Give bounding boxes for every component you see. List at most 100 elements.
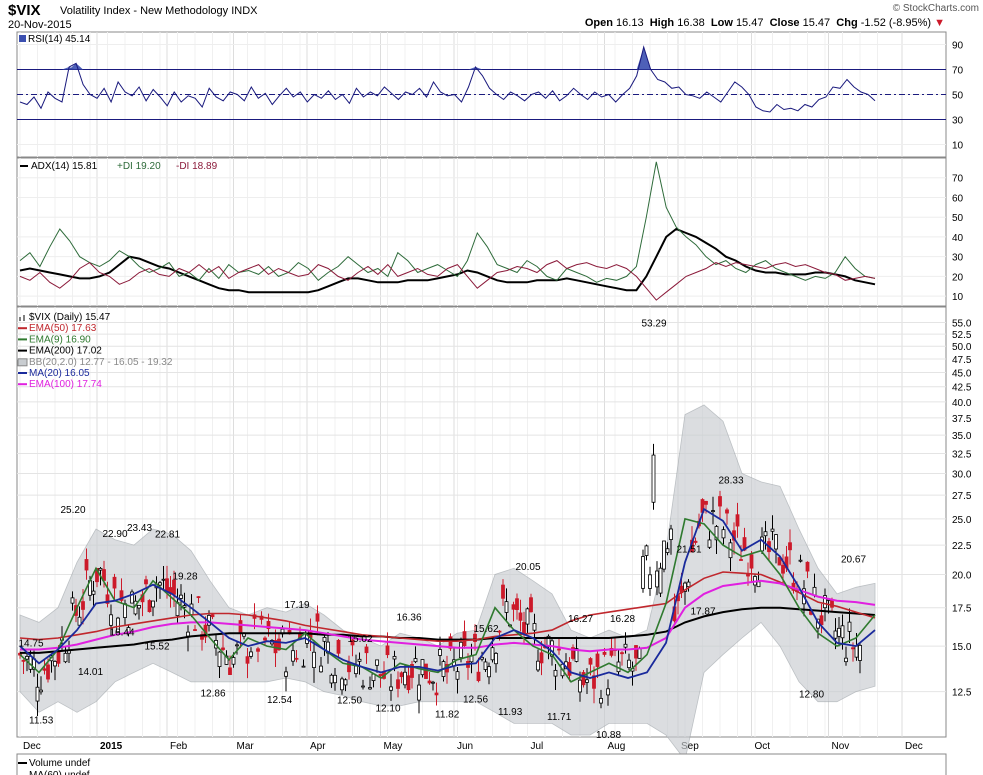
candle-body bbox=[641, 556, 645, 589]
candle-body bbox=[438, 649, 442, 656]
candle-body bbox=[91, 590, 96, 595]
candle-body bbox=[210, 614, 215, 618]
candle-body bbox=[781, 564, 785, 574]
price-candle bbox=[648, 566, 652, 596]
vix-legend: $VIX (Daily) 15.47 bbox=[29, 312, 111, 323]
candle-body bbox=[448, 636, 453, 649]
price-candle bbox=[431, 680, 435, 691]
candle-body bbox=[637, 648, 642, 659]
price-candle bbox=[361, 679, 365, 690]
candle-body bbox=[777, 557, 782, 566]
candle-body bbox=[81, 601, 85, 610]
candle-body bbox=[648, 574, 652, 589]
candle-body bbox=[144, 579, 148, 585]
candle-body bbox=[756, 581, 761, 588]
candle-body bbox=[266, 621, 271, 629]
y-tick-label: 55.0 bbox=[952, 318, 972, 329]
candle-body bbox=[427, 680, 432, 684]
price-candle bbox=[515, 593, 519, 620]
price-annotation: 12.86 bbox=[201, 688, 226, 699]
candle-body bbox=[431, 681, 435, 684]
y-tick-label: 60 bbox=[952, 193, 964, 204]
high-label: High bbox=[649, 17, 675, 29]
price-candle bbox=[665, 542, 670, 556]
price-candle bbox=[217, 651, 222, 678]
price-candle bbox=[336, 639, 341, 659]
candle-body bbox=[571, 647, 575, 659]
price-candle bbox=[410, 660, 414, 689]
x-tick-label: 2015 bbox=[100, 741, 123, 752]
adx-line bbox=[19, 227, 876, 294]
y-tick-label: 12.5 bbox=[952, 688, 972, 699]
price-annotation: 11.82 bbox=[435, 710, 460, 721]
price-candle bbox=[714, 525, 719, 554]
price-candle bbox=[413, 646, 418, 664]
rsi-overbought-fill bbox=[636, 47, 651, 70]
y-tick-label: 47.5 bbox=[952, 355, 972, 366]
candle-body bbox=[364, 646, 369, 654]
candle-body bbox=[389, 686, 393, 691]
price-candle bbox=[364, 643, 369, 664]
candle-body bbox=[424, 663, 428, 679]
price-candle bbox=[319, 657, 323, 673]
price-annotation: 11.71 bbox=[547, 712, 572, 723]
candle-body bbox=[658, 567, 663, 594]
price-candle bbox=[322, 632, 327, 656]
price-candle bbox=[525, 607, 530, 634]
price-candle bbox=[735, 502, 740, 538]
candle-body bbox=[473, 633, 477, 642]
price-candle bbox=[627, 653, 631, 671]
price-candle bbox=[256, 646, 260, 663]
candle-body bbox=[539, 652, 544, 664]
candle-body bbox=[651, 454, 656, 503]
price-candle bbox=[109, 604, 113, 637]
price-candle bbox=[858, 642, 862, 674]
rsi-legend-swatch bbox=[19, 35, 26, 42]
ema200-line bbox=[20, 606, 876, 654]
y-tick-label: 90 bbox=[952, 41, 964, 52]
rsi-line bbox=[19, 45, 876, 113]
price-annotation: 17.19 bbox=[285, 600, 310, 611]
candle-body bbox=[46, 664, 50, 680]
x-tick-label: Dec bbox=[23, 741, 41, 752]
price-candle bbox=[620, 651, 624, 666]
candle-body bbox=[686, 581, 691, 588]
candle-body bbox=[655, 570, 659, 588]
candle-body bbox=[109, 614, 113, 626]
price-candle bbox=[585, 668, 589, 695]
price-candle bbox=[235, 641, 239, 655]
candle-body bbox=[378, 673, 383, 677]
candle-body bbox=[301, 665, 306, 668]
price-annotation: 16.28 bbox=[610, 614, 635, 625]
y-tick-label: 40 bbox=[952, 233, 964, 244]
price-candle bbox=[182, 592, 187, 619]
bb-legend: BB(20,2.0) 12.77 - 16.05 - 19.32 bbox=[29, 357, 173, 368]
y-tick-label: 30 bbox=[952, 253, 964, 264]
price-annotation: 16.27 bbox=[568, 614, 593, 625]
price-candle bbox=[763, 521, 768, 550]
price-candle bbox=[294, 649, 299, 663]
price-candle bbox=[641, 549, 645, 593]
candle-body bbox=[725, 509, 729, 514]
candle-body bbox=[504, 601, 509, 613]
candle-body bbox=[123, 603, 127, 618]
price-candle bbox=[606, 679, 610, 706]
candle-body bbox=[413, 658, 418, 663]
price-candle bbox=[725, 507, 729, 525]
y-tick-label: 70 bbox=[952, 174, 964, 185]
y-tick-label: 20.0 bbox=[952, 570, 972, 581]
price-candle bbox=[644, 544, 649, 561]
price-candle bbox=[357, 652, 362, 675]
price-candle bbox=[105, 581, 110, 608]
price-candle bbox=[130, 589, 134, 604]
price-candle bbox=[151, 600, 155, 617]
ema100-legend: EMA(100) 17.74 bbox=[29, 379, 102, 390]
price-candle bbox=[749, 551, 754, 583]
chart-security-name: Volatility Index - New Methodology INDX bbox=[60, 5, 258, 17]
price-candle bbox=[823, 588, 827, 622]
candle-body bbox=[350, 639, 355, 646]
candle-body bbox=[39, 689, 43, 693]
price-candle bbox=[581, 669, 586, 688]
price-candle bbox=[116, 616, 120, 633]
candle-body bbox=[606, 688, 610, 696]
